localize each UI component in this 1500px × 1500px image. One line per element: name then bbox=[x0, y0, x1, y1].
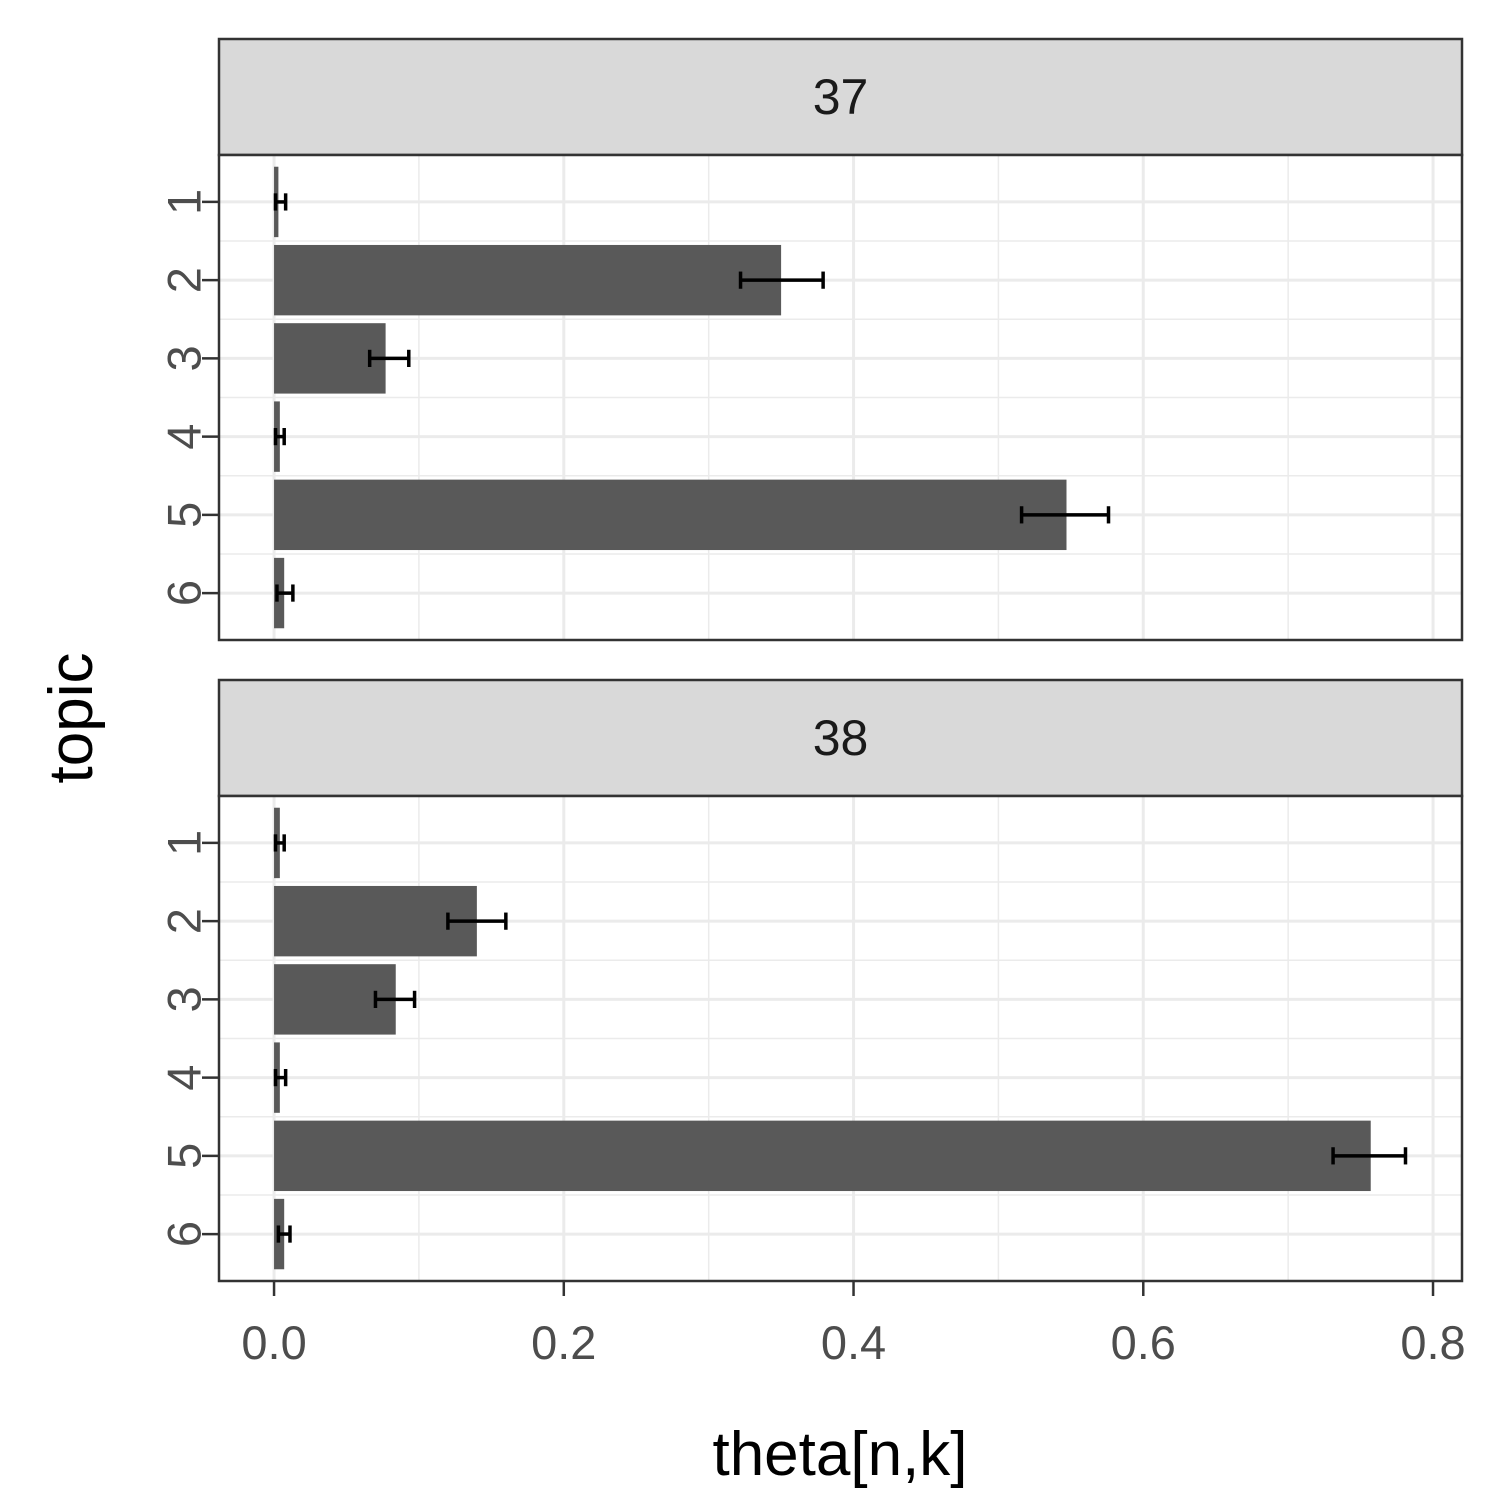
errorbar-topic-5 bbox=[1331, 1147, 1408, 1165]
errorbar-topic-1 bbox=[273, 193, 288, 211]
errorbar-topic-5 bbox=[1019, 506, 1111, 524]
errorbar-topic-1 bbox=[273, 834, 286, 852]
x-axis: 0.0 0.2 0.4 0.6 0.8 bbox=[241, 1281, 1466, 1369]
bar-topic-5 bbox=[274, 479, 1067, 551]
errorbar-topic-6 bbox=[275, 584, 295, 602]
errorbar-topic-4 bbox=[273, 1069, 288, 1087]
errorbar-topic-6 bbox=[276, 1225, 292, 1243]
panel-38: 38 1 2 3 4 5 6 bbox=[158, 678, 1464, 1283]
errorbar-topic-2 bbox=[738, 271, 825, 289]
errorbar-topic-3 bbox=[373, 990, 417, 1008]
y-tick-label: 4 bbox=[158, 424, 211, 450]
y-tick-label: 1 bbox=[158, 830, 211, 856]
y-tick-label: 3 bbox=[158, 345, 211, 371]
panel-37: 37 1 2 3 4 5 6 bbox=[158, 37, 1464, 642]
x-tick-label: 0.8 bbox=[1400, 1316, 1465, 1369]
bar-topic-2 bbox=[274, 244, 782, 316]
x-tick-label: 0.0 bbox=[241, 1316, 306, 1369]
errorbar-topic-4 bbox=[273, 428, 286, 446]
bar-topic-3 bbox=[274, 323, 386, 394]
y-tick-label: 2 bbox=[158, 908, 211, 934]
errorbar-topic-2 bbox=[446, 912, 508, 930]
facet-strip bbox=[217, 37, 1464, 157]
y-tick-label: 2 bbox=[158, 267, 211, 293]
panels-layer: 37 1 2 3 4 5 6 38 1 2 3 4 5 6 bbox=[158, 37, 1464, 1283]
y-tick-label: 1 bbox=[158, 189, 211, 215]
bar-topic-2 bbox=[274, 885, 477, 957]
bar-topic-5 bbox=[274, 1120, 1371, 1192]
x-tick-label: 0.6 bbox=[1111, 1316, 1176, 1369]
panel-border bbox=[217, 153, 1464, 642]
y-tick-label: 6 bbox=[158, 580, 211, 606]
x-tick-label: 0.4 bbox=[821, 1316, 886, 1369]
y-tick-label: 5 bbox=[158, 1143, 211, 1169]
y-tick-label: 4 bbox=[158, 1065, 211, 1091]
y-tick-label: 6 bbox=[158, 1221, 211, 1247]
x-tick-label: 0.2 bbox=[531, 1316, 596, 1369]
y-axis-title: topic bbox=[37, 653, 106, 784]
x-axis-title: theta[n,k] bbox=[712, 1420, 967, 1489]
errorbar-topic-3 bbox=[367, 349, 411, 367]
facet-strip bbox=[217, 678, 1464, 798]
y-tick-label: 3 bbox=[158, 986, 211, 1012]
facet-strip-label: 38 bbox=[813, 710, 869, 766]
y-tick-label: 5 bbox=[158, 502, 211, 528]
facet-strip-label: 37 bbox=[813, 69, 869, 125]
panel-border bbox=[217, 794, 1464, 1283]
